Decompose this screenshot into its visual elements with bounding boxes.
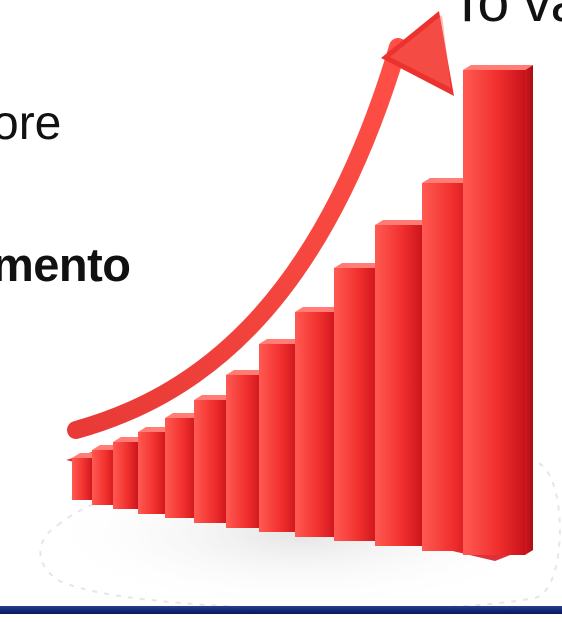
partial-bold-line-text: mento — [0, 238, 131, 291]
footer-accent-bar — [0, 606, 562, 614]
arrow-shaft — [67, 38, 407, 439]
growth-arrow — [67, 11, 454, 439]
chart-bar — [138, 432, 168, 514]
chart-bar — [259, 344, 299, 532]
chart-bar — [226, 375, 263, 528]
chart-bar-top — [375, 220, 432, 225]
chart-bar — [165, 418, 198, 518]
chart-bar — [463, 70, 525, 555]
partial-top-line-text: To value — [450, 0, 562, 34]
chart-bar — [92, 450, 117, 505]
chart-bar — [375, 225, 424, 546]
chart-bars — [66, 65, 533, 561]
chart-bar — [113, 442, 139, 509]
chart-bar-top — [463, 65, 533, 70]
partial-middle-line-text: ore — [0, 97, 62, 150]
chart-bar — [72, 458, 94, 500]
chart-bar — [295, 312, 338, 537]
chart-bar — [194, 400, 229, 523]
chart-bar-top — [334, 263, 387, 268]
chart-bar-side — [525, 65, 533, 555]
chart-bar — [334, 268, 379, 541]
chart-bar-top — [295, 307, 346, 312]
up-arrow-icon — [381, 11, 454, 96]
